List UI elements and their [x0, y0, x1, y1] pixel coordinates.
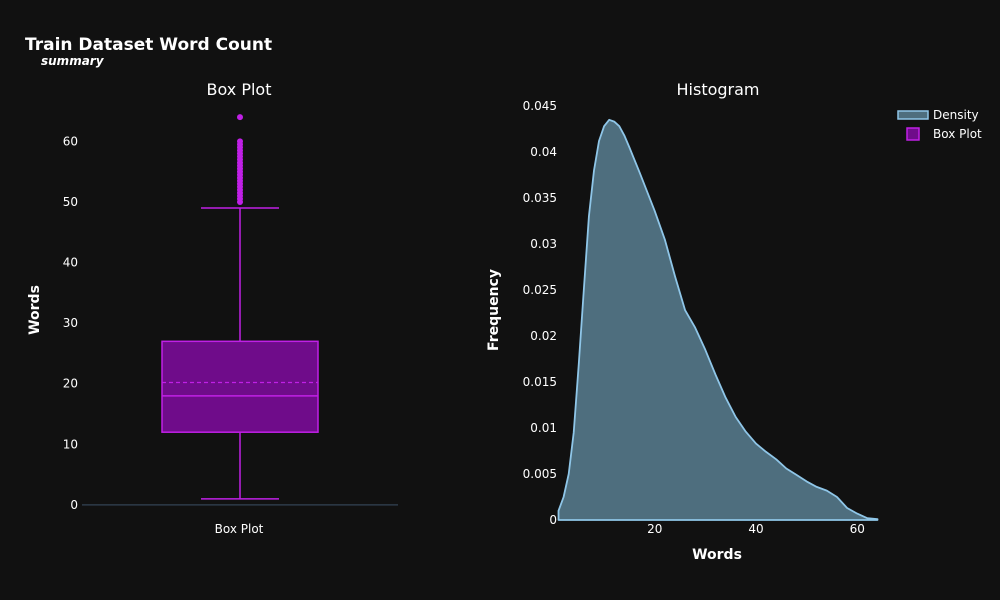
box-plot-box[interactable]: [161, 207, 319, 500]
figure-subtitle: summary: [41, 54, 105, 68]
legend-density-swatch: [897, 110, 929, 120]
box-plot-category-label: Box Plot: [215, 522, 264, 536]
figure-title: Train Dataset Word Count: [25, 35, 272, 55]
histogram-y-tick-label: 0.02: [530, 329, 557, 343]
box-plot-outliers: [237, 114, 243, 205]
legend: Density Box Plot: [897, 108, 982, 141]
legend-box-swatch: [906, 127, 920, 141]
legend-label: Box Plot: [933, 127, 982, 141]
legend-item-box[interactable]: Box Plot: [906, 127, 982, 141]
histogram-x-axis-title: Words: [692, 547, 742, 563]
histogram-y-ticks: 0 0.005 0.01 0.015 0.02 0.025 0.03 0.035 0.04 0.0…: [523, 99, 557, 527]
density-area[interactable]: [557, 118, 879, 521]
histogram-y-tick-label: 0.005: [523, 467, 557, 481]
box-plot-y-tick-label: 40: [63, 256, 78, 270]
histogram-x-tick-label: 20: [647, 522, 662, 536]
histogram-y-tick-label: 0.025: [523, 283, 557, 297]
box-plot-y-tick-label: 10: [63, 437, 78, 451]
histogram-y-tick-label: 0.01: [530, 421, 557, 435]
box-plot-panel: Box Plot 0 10 20 30 40 50 60 Box Plot Words: [27, 80, 398, 536]
box-plot-y-tick-label: 30: [63, 316, 78, 330]
histogram-y-tick-label: 0.03: [530, 237, 557, 251]
box-plot-y-tick-label: 50: [63, 195, 78, 209]
histogram-y-tick-label: 0: [549, 513, 557, 527]
histogram-panel: Histogram 0 0.005 0.01 0.015 0.02 0.025 0.03 0.…: [486, 80, 879, 563]
histogram-y-tick-label: 0.045: [523, 99, 557, 113]
box-plot-y-tick-label: 60: [63, 134, 78, 148]
box-plot-iqr-box[interactable]: [161, 340, 319, 433]
box-plot-outlier-point[interactable]: [237, 114, 243, 121]
legend-label: Density: [933, 108, 979, 122]
histogram-y-tick-label: 0.04: [530, 145, 557, 159]
histogram-title: Histogram: [677, 80, 760, 99]
histogram-x-ticks: 20 40 60: [647, 522, 865, 536]
box-plot-y-axis-title: Words: [27, 285, 43, 335]
histogram-x-tick-label: 60: [850, 522, 865, 536]
box-plot-y-ticks: 0 10 20 30 40 50 60: [63, 134, 78, 512]
box-plot-title: Box Plot: [207, 80, 272, 99]
legend-item-density[interactable]: Density: [897, 108, 979, 122]
box-plot-y-tick-label: 0: [70, 498, 78, 512]
histogram-y-axis-title: Frequency: [486, 269, 502, 351]
box-plot-y-tick-label: 20: [63, 377, 78, 391]
histogram-y-tick-label: 0.035: [523, 191, 557, 205]
box-plot-outlier-point[interactable]: [237, 138, 243, 145]
histogram-y-tick-label: 0.015: [523, 375, 557, 389]
histogram-x-tick-label: 40: [748, 522, 763, 536]
